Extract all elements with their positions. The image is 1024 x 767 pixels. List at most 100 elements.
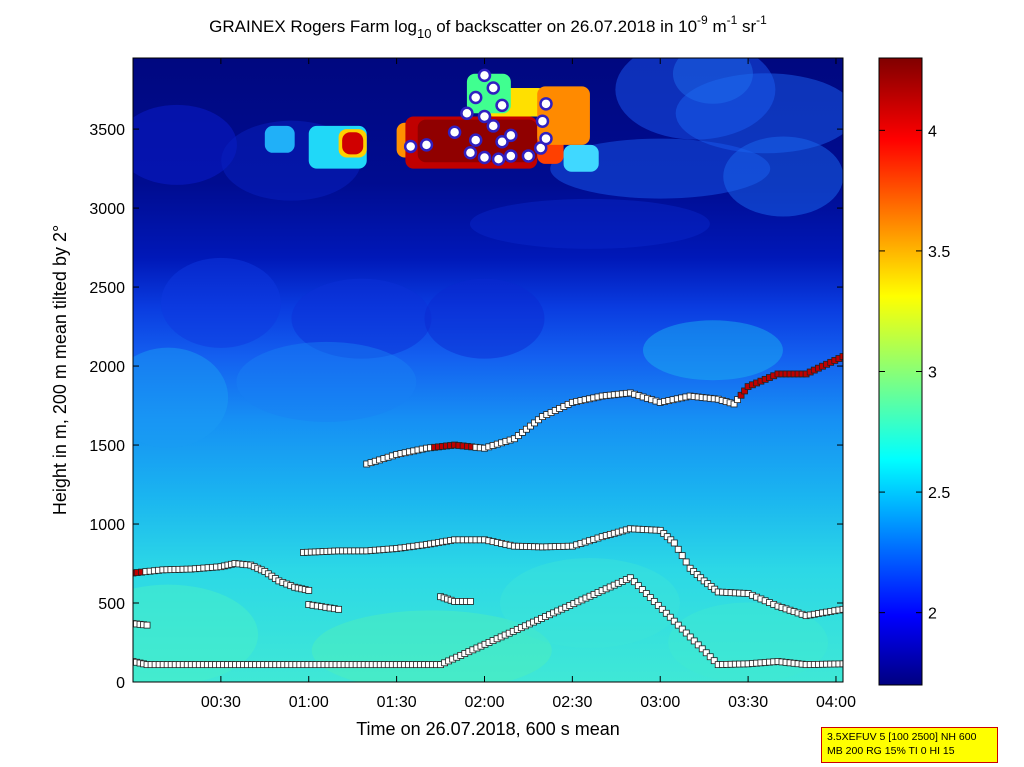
x-tick-label: 02:00	[464, 694, 504, 711]
layer-marker	[686, 633, 694, 641]
layer-marker	[698, 645, 706, 653]
layer-marker	[682, 558, 690, 566]
cloud-marker-18	[495, 134, 509, 149]
layer-marker	[467, 598, 474, 605]
layer-marker	[634, 582, 642, 590]
cloud-marker-0	[403, 139, 418, 154]
layer-marker	[674, 545, 682, 553]
cloud-patch-0	[264, 125, 295, 153]
layer-markers	[133, 353, 843, 669]
cloud-marker-16	[539, 97, 553, 111]
layer-marker	[737, 391, 745, 399]
layer-marker	[658, 605, 666, 613]
plot-frame	[132, 57, 844, 683]
info-line-1: 3.5XEFUV 5 [100 2500] NH 600	[827, 731, 977, 743]
layer-marker	[670, 539, 678, 547]
cloud-marker-15	[535, 114, 550, 128]
heatmap-blob-8	[160, 257, 281, 348]
layer-marker	[143, 621, 151, 629]
heatmap-blob-5	[723, 136, 843, 217]
heatmap-blob-7	[469, 198, 710, 249]
title-middle: of backscatter on 26.07.2018 in 10	[431, 17, 697, 36]
layer-marker	[734, 396, 741, 404]
layer-marker	[666, 613, 674, 621]
x-tick-label: 01:00	[289, 694, 329, 711]
title-sub: 10	[417, 26, 431, 41]
heatmap-blob-11	[133, 347, 229, 448]
layer-marker	[654, 601, 662, 609]
heatmap-texture	[133, 58, 843, 682]
cloud-marker-17	[486, 119, 501, 133]
heatmap-blob-3	[675, 73, 843, 154]
layer-marker	[706, 653, 714, 661]
cloud-marker-14	[539, 131, 553, 146]
cloud-marker-9	[477, 150, 492, 165]
cloud-marker-19	[477, 109, 492, 124]
layer-marker	[682, 629, 690, 637]
layer-6	[133, 574, 843, 669]
y-tick-label: 1000	[89, 517, 125, 534]
layer-marker	[702, 649, 710, 657]
cloud-marker-10	[491, 152, 506, 166]
cloud-marker-5	[477, 68, 492, 83]
layer-1	[300, 525, 843, 620]
layer-5	[133, 620, 151, 629]
cloud-marker-7	[495, 98, 509, 113]
layer-marker	[674, 621, 682, 629]
title-mid3: sr	[737, 17, 756, 36]
layer-marker	[678, 625, 686, 633]
layer-3	[437, 593, 474, 605]
cloud-marker-12	[521, 149, 536, 163]
colorbar-tick-label: 4	[928, 123, 937, 140]
cloud-marker-6	[486, 81, 501, 95]
heatmap-blob-12	[236, 341, 417, 422]
heatmap-blob-9	[291, 278, 432, 359]
x-tick-label: 04:00	[816, 694, 856, 711]
heatmap-blob-10	[424, 278, 545, 359]
plot-area	[133, 58, 843, 682]
layer-marker	[678, 552, 686, 560]
cloud-marker-20	[468, 133, 483, 147]
layer-marker	[710, 657, 718, 665]
y-axis: 0 500 1000 1500 2000 2500 3000 3500	[89, 122, 843, 692]
x-axis-label: Time on 26.07.2018, 600 s mean	[356, 719, 620, 739]
x-tick-label: 02:30	[552, 694, 592, 711]
cloud-marker-2	[447, 125, 462, 139]
layer-marker	[642, 590, 650, 597]
colorbar	[878, 57, 923, 686]
cloud-marker-21	[504, 128, 518, 143]
layer-0	[133, 560, 313, 594]
y-tick-label: 0	[116, 675, 125, 692]
heatmap-blob-0	[133, 104, 237, 185]
cloud-marker-8	[463, 146, 478, 160]
layer-marker	[626, 574, 634, 582]
x-tick-label: 03:00	[640, 694, 680, 711]
layer-marker	[662, 609, 670, 617]
y-tick-label: 2500	[89, 280, 125, 297]
colorbar-ticks: 2 2.5 3 3.5 4	[879, 123, 950, 623]
title-mid2: m	[708, 17, 727, 36]
layer-marker	[690, 637, 698, 645]
cloud-base-markers	[403, 68, 553, 166]
processing-info-box: 3.5XEFUV 5 [100 2500] NH 600 MB 200 RG 1…	[821, 727, 998, 763]
title-exp3: -1	[756, 13, 767, 27]
x-tick-label: 00:30	[201, 694, 241, 711]
heatmap-blob-4	[550, 138, 771, 199]
layer-marker	[335, 605, 343, 613]
colorbar-tick-label: 2.5	[928, 485, 950, 502]
y-axis-label: Height in m, 200 m mean tilted by 2°	[50, 225, 70, 515]
heatmap-blob-14	[133, 584, 259, 682]
chart-title: GRAINEX Rogers Farm log10 of backscatter…	[209, 13, 767, 41]
layer-marker	[650, 598, 658, 605]
layer-2	[363, 353, 843, 468]
cloud-marker-11	[504, 149, 518, 163]
colorbar-tick-label: 3	[928, 365, 937, 382]
layer-marker	[839, 353, 843, 360]
colorbar-tick-label: 3.5	[928, 244, 950, 261]
layer-marker	[741, 387, 748, 395]
cloud-marker-1	[419, 138, 434, 152]
layer-marker	[839, 660, 843, 668]
y-tick-label: 3500	[89, 122, 125, 139]
y-tick-label: 1500	[89, 438, 125, 455]
layer-marker	[646, 594, 654, 601]
